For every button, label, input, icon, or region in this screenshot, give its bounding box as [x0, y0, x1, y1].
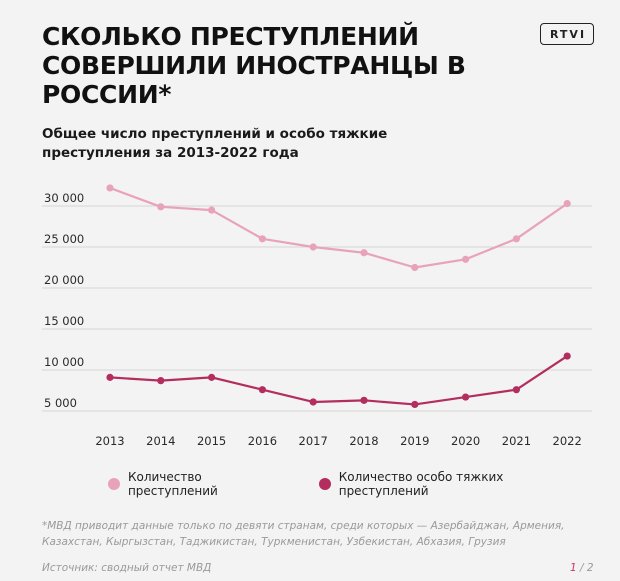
chart-title: СКОЛЬКО ПРЕСТУПЛЕНИЙ СОВЕРШИЛИ ИНОСТРАНЦ…: [42, 22, 466, 109]
data-point: [462, 393, 470, 401]
line-chart: 30 000 25 000 20 000 15 000 10 000 5 000 2013 2…: [42, 184, 592, 448]
legend-label-grave: Количество особо тяжких преступлений: [338, 470, 504, 498]
legend-marker-total: [108, 478, 120, 490]
data-point: [309, 243, 317, 251]
page-indicator: 1 / 2: [570, 562, 594, 574]
data-point: [106, 184, 114, 192]
data-point: [411, 263, 419, 272]
data-point: [563, 352, 571, 360]
legend-label-total: Количество преступлений: [127, 470, 218, 498]
y-tick-label: 20 000: [44, 273, 84, 287]
x-tick-label: 2021: [502, 434, 531, 448]
chart-subtitle: Общее число преступлений и особо тяжкие …: [42, 126, 388, 161]
page-total: 2: [586, 562, 594, 574]
data-point: [258, 386, 266, 394]
x-tick-label: 2015: [197, 434, 226, 448]
x-tick-label: 2018: [349, 434, 378, 448]
rtvi-logo: RTVI: [540, 23, 594, 45]
y-tick-label: 25 000: [44, 232, 84, 246]
x-tick-label: 2017: [299, 434, 328, 448]
x-tick-label: 2016: [248, 434, 277, 448]
legend-item-total: Количество преступлений: [108, 470, 295, 498]
data-point: [157, 203, 165, 211]
page-current: 1: [570, 562, 577, 574]
y-tick-label: 30 000: [44, 191, 84, 205]
data-point: [258, 235, 266, 243]
x-tick-label: 2022: [553, 434, 582, 448]
data-point: [411, 400, 419, 409]
data-point: [462, 255, 470, 263]
data-point: [563, 199, 571, 208]
y-tick-label: 15 000: [44, 314, 84, 328]
series-line-1: [109, 186, 568, 269]
source-note: Источник: сводный отчет МВД: [42, 562, 212, 574]
y-tick-label: 5 000: [44, 396, 77, 410]
legend-item-grave: Количество особо тяжких преступлений: [318, 470, 596, 498]
data-point: [106, 373, 114, 381]
page-separator: /: [576, 562, 587, 574]
chart-legend: Количество преступлений Количество особо…: [108, 470, 620, 498]
y-tick-label: 10 000: [44, 355, 84, 369]
x-tick-label: 2020: [451, 434, 480, 448]
data-point: [512, 386, 521, 394]
data-point: [512, 235, 521, 243]
data-point: [309, 398, 317, 406]
data-point: [208, 373, 216, 381]
data-point: [208, 206, 216, 214]
x-tick-label: 2013: [95, 434, 124, 448]
data-point: [360, 249, 368, 257]
x-tick-label: 2014: [146, 434, 175, 448]
x-tick-label: 2019: [400, 434, 429, 448]
legend-marker-grave: [318, 478, 331, 490]
data-point: [157, 377, 165, 385]
series-line-2: [109, 355, 568, 406]
data-point: [360, 396, 368, 404]
footnote: *МВД приводит данные только по девяти ст…: [42, 520, 565, 548]
